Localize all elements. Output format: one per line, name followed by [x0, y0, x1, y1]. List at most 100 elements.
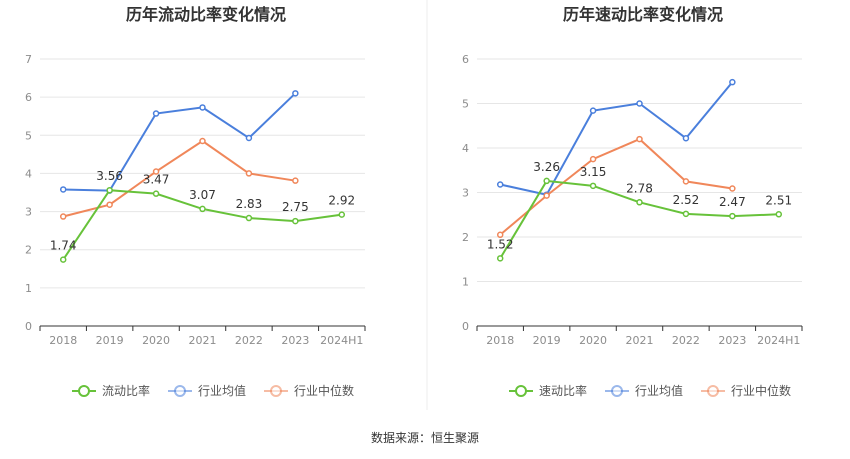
company-series — [496, 177, 783, 262]
data-point[interactable] — [729, 78, 736, 86]
data-point[interactable] — [245, 170, 253, 177]
data-source: 数据来源：恒生聚源 — [371, 430, 479, 445]
data-label: 3.26 — [533, 160, 560, 174]
y-tick-label: 1 — [25, 282, 32, 295]
legend-label: 行业中位数 — [731, 383, 791, 398]
data-point[interactable] — [589, 107, 597, 114]
data-point[interactable] — [682, 210, 690, 218]
data-label: 2.47 — [719, 195, 746, 209]
series-line — [499, 81, 734, 196]
data-point[interactable] — [292, 90, 299, 97]
x-tick-label: 2021 — [189, 334, 217, 347]
y-tick-label: 2 — [462, 231, 469, 244]
data-point[interactable] — [729, 212, 736, 220]
data-label: 2.92 — [328, 194, 355, 208]
x-tick-label: 2021 — [626, 334, 654, 347]
legend-item[interactable]: 速动比率 — [509, 383, 587, 398]
legend: 速动比率 行业均值 行业中位数 — [509, 383, 791, 398]
x-tick-label: 2022 — [672, 334, 700, 347]
y-tick-label: 4 — [462, 142, 469, 155]
data-label: 3.15 — [580, 165, 607, 179]
industry-average-series — [496, 78, 736, 198]
data-point[interactable] — [775, 211, 783, 218]
data-point[interactable] — [245, 134, 253, 142]
legend-item[interactable]: 流动比率 — [72, 383, 150, 398]
y-tick-label: 6 — [462, 53, 469, 66]
legend-label: 行业均值 — [635, 383, 683, 398]
legend-marker — [174, 385, 186, 397]
chart-quick-ratio: 历年速动比率变化情况 0 1 2 3 4 5 6 2018 2019 2020 2021 2022 20… — [462, 5, 803, 398]
y-tick-label: 1 — [462, 276, 469, 289]
data-point[interactable] — [589, 182, 597, 190]
data-point[interactable] — [636, 199, 643, 206]
x-tick-label: 2024H1 — [757, 334, 800, 347]
data-label: 2.83 — [236, 197, 263, 211]
data-point[interactable] — [729, 185, 736, 192]
series-line — [62, 139, 296, 218]
x-tick-label: 2023 — [281, 334, 309, 347]
industry-median-series — [496, 135, 736, 239]
data-point[interactable] — [543, 177, 550, 185]
data-point[interactable] — [292, 217, 299, 225]
data-point[interactable] — [152, 190, 160, 197]
chart-current-ratio: 历年流动比率变化情况 0 1 2 3 4 5 6 7 2018 2019 2020 2021 2022 2… — [25, 5, 366, 398]
legend-label: 速动比率 — [539, 383, 587, 398]
legend-item[interactable]: 行业中位数 — [264, 383, 354, 398]
data-point[interactable] — [496, 255, 504, 262]
series-line — [63, 92, 297, 192]
data-label: 2.75 — [282, 200, 309, 214]
x-tick-label: 2018 — [486, 334, 514, 347]
legend-item[interactable]: 行业中位数 — [701, 383, 791, 398]
data-point[interactable] — [682, 178, 690, 185]
data-point[interactable] — [199, 104, 206, 111]
data-label: 1.52 — [487, 237, 514, 251]
legend-marker — [707, 385, 719, 397]
company-series — [59, 186, 346, 263]
x-tick-label: 2024H1 — [320, 334, 363, 347]
data-point[interactable] — [496, 231, 504, 239]
data-point[interactable] — [543, 192, 550, 199]
data-point[interactable] — [682, 134, 690, 142]
y-tick-label: 3 — [462, 187, 469, 200]
data-point[interactable] — [636, 135, 643, 143]
legend-marker — [611, 385, 623, 397]
data-point[interactable] — [199, 137, 206, 145]
data-point[interactable] — [245, 214, 253, 222]
data-point[interactable] — [152, 110, 160, 117]
data-label: 2.51 — [765, 193, 792, 207]
legend-item[interactable]: 行业均值 — [605, 383, 683, 398]
data-point[interactable] — [338, 211, 346, 218]
data-point[interactable] — [59, 256, 67, 263]
x-tick-label: 2019 — [96, 334, 124, 347]
data-label: 1.74 — [50, 239, 77, 253]
data-point[interactable] — [636, 100, 643, 107]
data-point[interactable] — [292, 177, 299, 184]
data-point[interactable] — [59, 213, 67, 220]
legend-label: 行业均值 — [198, 383, 246, 398]
data-point[interactable] — [106, 201, 113, 208]
data-point[interactable] — [589, 155, 597, 163]
data-point[interactable] — [199, 205, 206, 213]
data-point[interactable] — [106, 186, 113, 194]
legend-item[interactable]: 行业均值 — [168, 383, 246, 398]
legend-marker — [78, 385, 90, 397]
legend-marker — [515, 385, 527, 397]
x-tick-label: 2022 — [235, 334, 263, 347]
data-label: 3.56 — [96, 169, 123, 183]
x-tick-label: 2020 — [142, 334, 170, 347]
data-label: 3.07 — [189, 188, 216, 202]
y-tick-label: 4 — [25, 167, 32, 180]
legend-label: 行业中位数 — [294, 383, 354, 398]
data-point[interactable] — [59, 186, 67, 193]
y-tick-label: 6 — [25, 91, 32, 104]
y-tick-label: 0 — [25, 320, 32, 333]
x-tick-label: 2023 — [718, 334, 746, 347]
series-line — [499, 137, 733, 236]
data-point[interactable] — [152, 168, 160, 175]
data-point[interactable] — [496, 181, 504, 188]
chart-title: 历年流动比率变化情况 — [126, 5, 286, 24]
y-tick-label: 0 — [462, 320, 469, 333]
x-tick-label: 2019 — [533, 334, 561, 347]
industry-median-series — [59, 137, 299, 220]
